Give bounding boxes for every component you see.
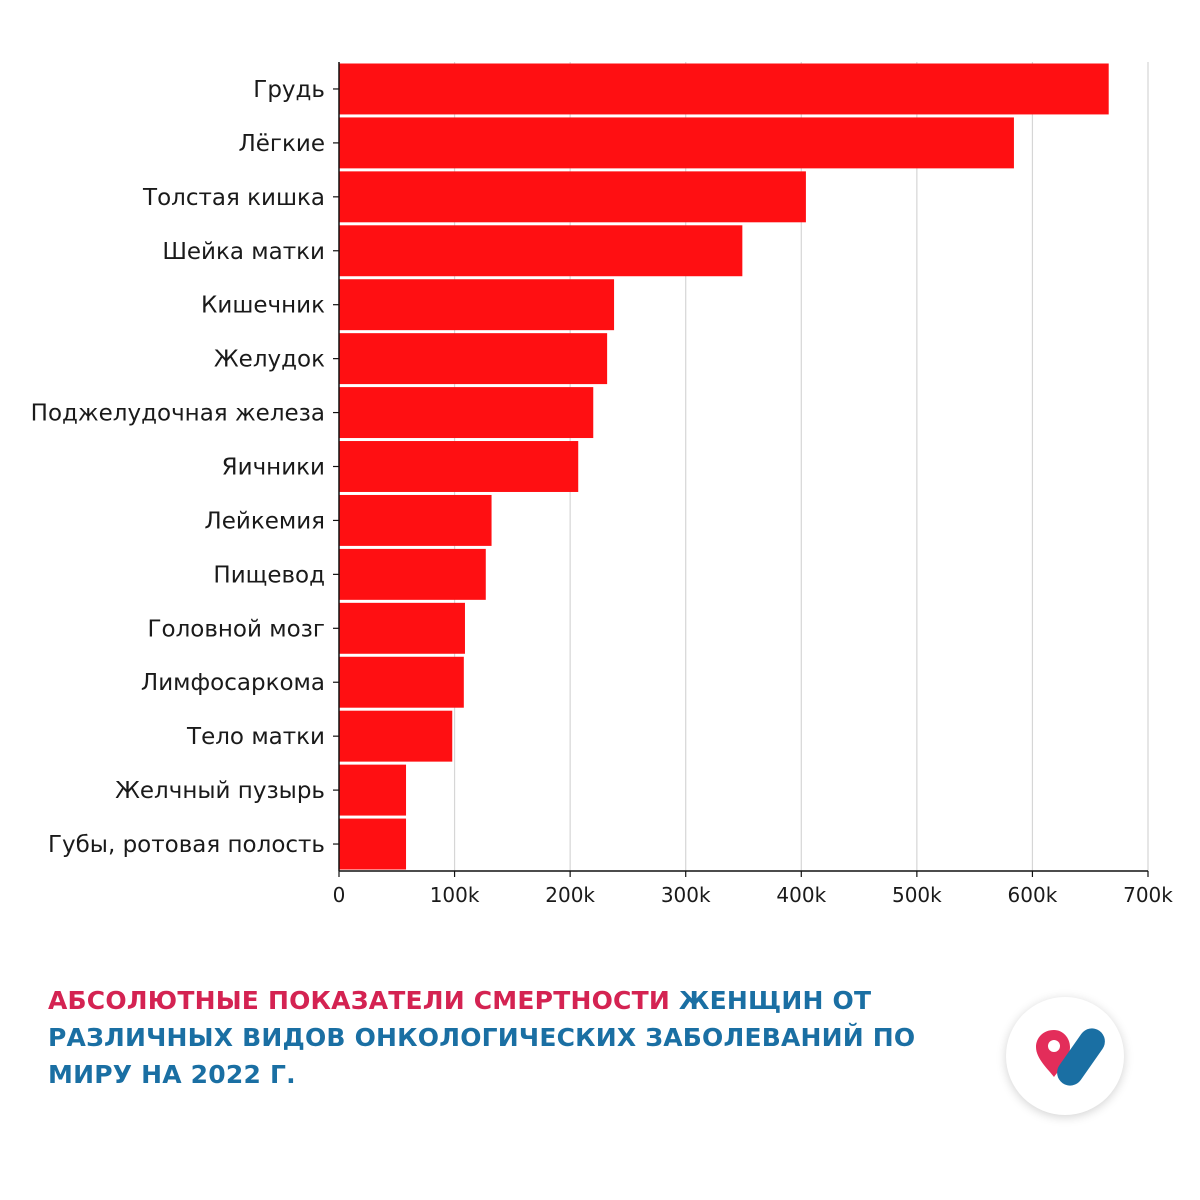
bar	[339, 225, 743, 277]
category-label: Толстая кишка	[142, 185, 325, 211]
bar	[339, 387, 594, 439]
bar	[339, 548, 486, 600]
caption-blue-part: ЖЕНЩИН ОТ РАЗЛИЧНЫХ ВИДОВ ОНКОЛОГИЧЕСКИХ…	[48, 986, 916, 1089]
x-tick-label: 700k	[1123, 883, 1173, 907]
category-label: Лёгкие	[238, 131, 325, 157]
bar	[339, 494, 492, 546]
category-label: Лимфосаркома	[141, 670, 325, 696]
chart-caption: АБСОЛЮТНЫЕ ПОКАЗАТЕЛИ СМЕРТНОСТИ ЖЕНЩИН …	[48, 982, 948, 1093]
x-tick-label: 500k	[892, 883, 942, 907]
bar	[339, 764, 407, 816]
pin-and-pill-logo-icon	[1036, 1028, 1105, 1086]
x-tick-label: 0	[333, 883, 346, 907]
logo	[1006, 997, 1124, 1115]
bar	[339, 710, 453, 762]
category-labels: Грудь Лёгкие Толстая кишка Шейка матки Кишеч…	[31, 77, 339, 858]
bar	[339, 171, 806, 223]
bar	[339, 656, 464, 708]
category-label: Желчный пузырь	[115, 778, 325, 804]
category-label: Губы, ротовая полость	[48, 832, 325, 858]
bars	[339, 63, 1109, 870]
x-axis-ticks: 0 100k 200k 300k 400k 500k 600k 700k	[333, 871, 1173, 907]
bar	[339, 117, 1014, 169]
category-label: Яичники	[222, 455, 325, 481]
category-label: Лейкемия	[204, 508, 325, 534]
category-label: Пищевод	[213, 562, 325, 588]
category-label: Шейка матки	[162, 239, 325, 265]
x-tick-label: 200k	[545, 883, 595, 907]
bar	[339, 441, 579, 492]
category-label: Поджелудочная железа	[31, 401, 325, 427]
bar	[339, 602, 465, 654]
x-tick-label: 400k	[776, 883, 826, 907]
x-tick-label: 300k	[661, 883, 711, 907]
bar	[339, 279, 615, 331]
bar-chart: Грудь Лёгкие Толстая кишка Шейка матки Кишеч…	[31, 62, 1173, 907]
x-tick-label: 100k	[430, 883, 480, 907]
x-tick-label: 600k	[1008, 883, 1058, 907]
category-label: Кишечник	[201, 293, 325, 319]
bar	[339, 818, 407, 870]
category-label: Головной мозг	[147, 616, 325, 642]
bar	[339, 333, 608, 385]
bar	[339, 63, 1109, 115]
caption-red-part: АБСОЛЮТНЫЕ ПОКАЗАТЕЛИ СМЕРТНОСТИ	[48, 986, 670, 1015]
category-label: Желудок	[214, 347, 325, 373]
category-label: Грудь	[253, 77, 325, 103]
category-label: Тело матки	[186, 724, 325, 750]
